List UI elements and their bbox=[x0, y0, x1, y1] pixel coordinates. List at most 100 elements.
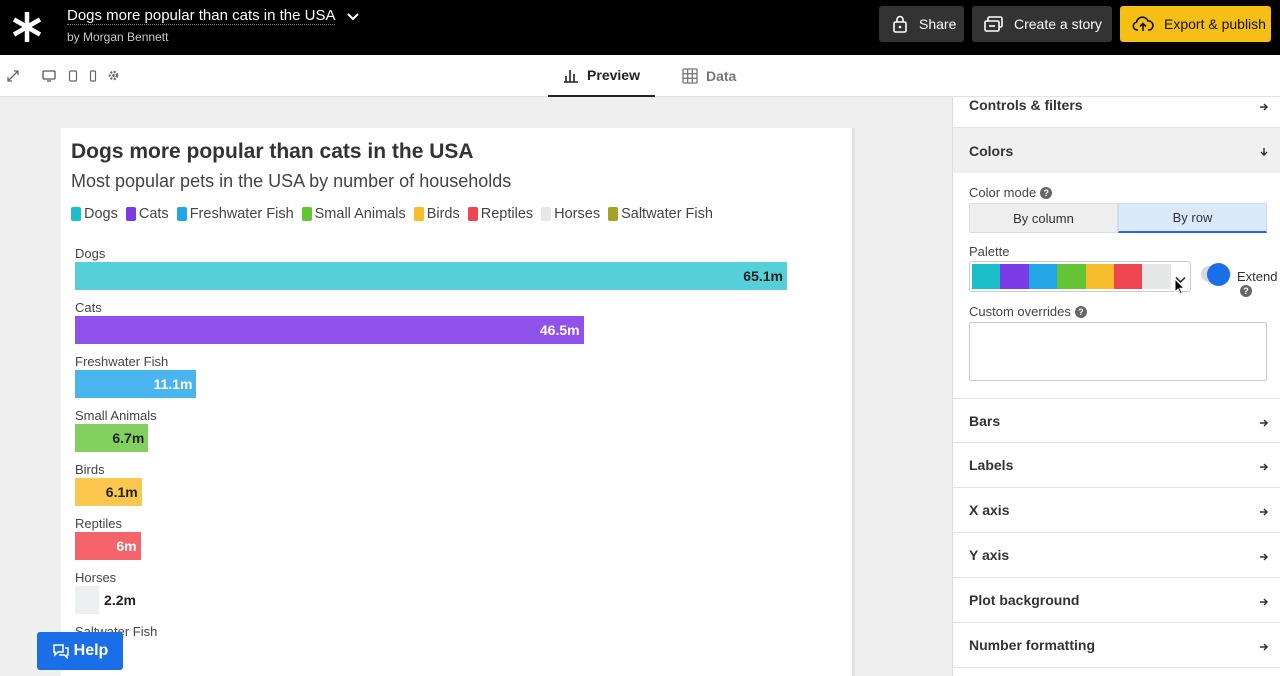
chevron-down-icon[interactable] bbox=[1175, 271, 1186, 289]
document-title[interactable]: Dogs more popular than cats in the USA bbox=[67, 7, 359, 25]
arrow-down-icon bbox=[1259, 144, 1269, 160]
legend-swatch bbox=[541, 207, 552, 221]
palette-label-text: Palette bbox=[969, 244, 1010, 259]
palette-select[interactable] bbox=[969, 261, 1191, 292]
bar-row: Reptiles 6m bbox=[75, 516, 845, 570]
legend-item[interactable]: Small Animals bbox=[301, 206, 406, 222]
tab-data-label: Data bbox=[706, 68, 737, 84]
color-mode-by-row[interactable]: By row bbox=[1118, 203, 1267, 233]
bar-value-label: 6.1m bbox=[105, 484, 138, 500]
section-label: Plot background bbox=[969, 592, 1080, 608]
bar-category-label: Dogs bbox=[75, 246, 106, 261]
palette-swatch bbox=[1057, 264, 1086, 289]
tablet-view-icon[interactable] bbox=[68, 69, 78, 87]
document-author: by Morgan Bennett bbox=[67, 30, 169, 44]
help-question-icon[interactable]: ? bbox=[1240, 285, 1252, 297]
bar[interactable] bbox=[75, 478, 142, 506]
bar-category-label: Cats bbox=[75, 300, 102, 315]
create-story-button[interactable]: Create a story bbox=[972, 6, 1112, 42]
export-publish-label: Export & publish bbox=[1164, 16, 1266, 32]
expand-icon[interactable] bbox=[7, 69, 19, 87]
bar[interactable] bbox=[75, 424, 149, 452]
legend-label: Birds bbox=[426, 206, 460, 222]
bar[interactable] bbox=[75, 262, 787, 290]
section-x-axis[interactable]: X axis bbox=[953, 488, 1280, 533]
bar-category-label: Reptiles bbox=[75, 516, 122, 531]
cloud-upload-icon bbox=[1132, 16, 1154, 31]
section-y-axis[interactable]: Y axis bbox=[953, 533, 1280, 578]
chart-canvas: Dogs more popular than cats in the USA M… bbox=[0, 97, 952, 676]
section-label: Y axis bbox=[969, 547, 1010, 563]
custom-overrides-textarea[interactable] bbox=[969, 322, 1267, 381]
desktop-view-icon[interactable] bbox=[42, 69, 56, 87]
section-label: Labels bbox=[969, 457, 1014, 473]
view-toolbar: Preview Data bbox=[0, 55, 1280, 97]
help-button[interactable]: Help bbox=[37, 632, 123, 670]
legend-item[interactable]: Cats bbox=[125, 206, 169, 222]
help-question-icon[interactable]: ? bbox=[1074, 305, 1087, 318]
tab-data[interactable]: Data bbox=[682, 55, 736, 97]
legend-swatch bbox=[413, 207, 424, 221]
gear-icon[interactable] bbox=[107, 69, 120, 87]
bar[interactable] bbox=[75, 532, 141, 560]
legend-label: Saltwater Fish bbox=[621, 206, 713, 222]
tab-preview[interactable]: Preview bbox=[548, 55, 655, 97]
bar-row: Freshwater Fish 11.1m bbox=[75, 354, 845, 408]
bar[interactable] bbox=[75, 370, 197, 398]
mobile-view-icon[interactable] bbox=[89, 69, 97, 87]
bar-value-label: 65.1m bbox=[743, 268, 783, 284]
help-question-icon[interactable]: ? bbox=[1040, 186, 1053, 199]
extend-label: Extend bbox=[1237, 269, 1278, 284]
legend-item[interactable]: Reptiles bbox=[467, 206, 533, 222]
chart-subtitle[interactable]: Most popular pets in the USA by number o… bbox=[71, 171, 512, 191]
legend-item[interactable]: Horses bbox=[541, 206, 600, 222]
color-mode-by-column[interactable]: By column bbox=[969, 203, 1118, 233]
settings-panel: Controls & filters Colors Color mode ? B… bbox=[952, 97, 1280, 676]
bar-row: Saltwater Fishm bbox=[75, 624, 845, 676]
section-colors[interactable]: Colors bbox=[953, 128, 1280, 173]
section-controls-filters[interactable]: Controls & filters bbox=[953, 97, 1280, 128]
chart-title[interactable]: Dogs more popular than cats in the USA bbox=[71, 140, 474, 163]
export-publish-button[interactable]: Export & publish bbox=[1120, 6, 1271, 42]
legend-label: Cats bbox=[138, 206, 169, 222]
bar-category-label: Freshwater Fish bbox=[75, 354, 169, 369]
legend-item[interactable]: Freshwater Fish bbox=[176, 206, 294, 222]
app-logo-icon[interactable] bbox=[8, 8, 46, 46]
palette-swatch bbox=[1085, 264, 1114, 289]
legend-item[interactable]: Saltwater Fish bbox=[608, 206, 713, 222]
legend-label: Small Animals bbox=[314, 206, 406, 222]
bar[interactable] bbox=[75, 316, 584, 344]
legend-label: Dogs bbox=[84, 206, 118, 222]
create-story-label: Create a story bbox=[1014, 16, 1102, 32]
section-label: Bars bbox=[969, 412, 1001, 429]
bar[interactable] bbox=[75, 586, 100, 614]
arrow-right-icon bbox=[1259, 415, 1269, 431]
legend-label: Freshwater Fish bbox=[189, 206, 294, 222]
legend-item[interactable]: Dogs bbox=[71, 206, 118, 222]
palette-swatch bbox=[1142, 264, 1171, 289]
share-button[interactable]: Share bbox=[879, 6, 964, 42]
bar-row: Dogs 65.1m bbox=[75, 246, 845, 300]
section-labels[interactable]: Labels bbox=[953, 443, 1280, 488]
bar-category-label: Birds bbox=[75, 462, 105, 477]
extend-toggle[interactable] bbox=[1201, 263, 1231, 286]
legend-swatch bbox=[71, 207, 81, 221]
mouse-cursor-icon bbox=[1174, 277, 1186, 300]
custom-overrides-label-text: Custom overrides bbox=[969, 304, 1071, 319]
section-number-formatting[interactable]: Number formatting bbox=[953, 623, 1280, 668]
section-plot-background[interactable]: Plot background bbox=[953, 578, 1280, 623]
bar-row: Cats 46.5m bbox=[75, 300, 845, 354]
palette-swatch bbox=[1028, 264, 1058, 289]
legend-item[interactable]: Birds bbox=[413, 206, 460, 222]
document-title-text[interactable]: Dogs more popular than cats in the USA bbox=[67, 7, 335, 25]
section-colors-label: Colors bbox=[969, 142, 1014, 159]
legend-swatch bbox=[125, 207, 136, 221]
chevron-down-icon[interactable] bbox=[347, 8, 359, 25]
color-mode-label: Color mode ? bbox=[969, 185, 1053, 200]
bar-value-label: 11.1m bbox=[153, 376, 193, 392]
legend-swatch bbox=[301, 207, 312, 221]
arrow-right-icon bbox=[1259, 549, 1269, 565]
section-controls-filters-label: Controls & filters bbox=[969, 97, 1083, 113]
section-label: Number formatting bbox=[969, 637, 1095, 653]
section-bars[interactable]: Bars bbox=[953, 398, 1280, 443]
